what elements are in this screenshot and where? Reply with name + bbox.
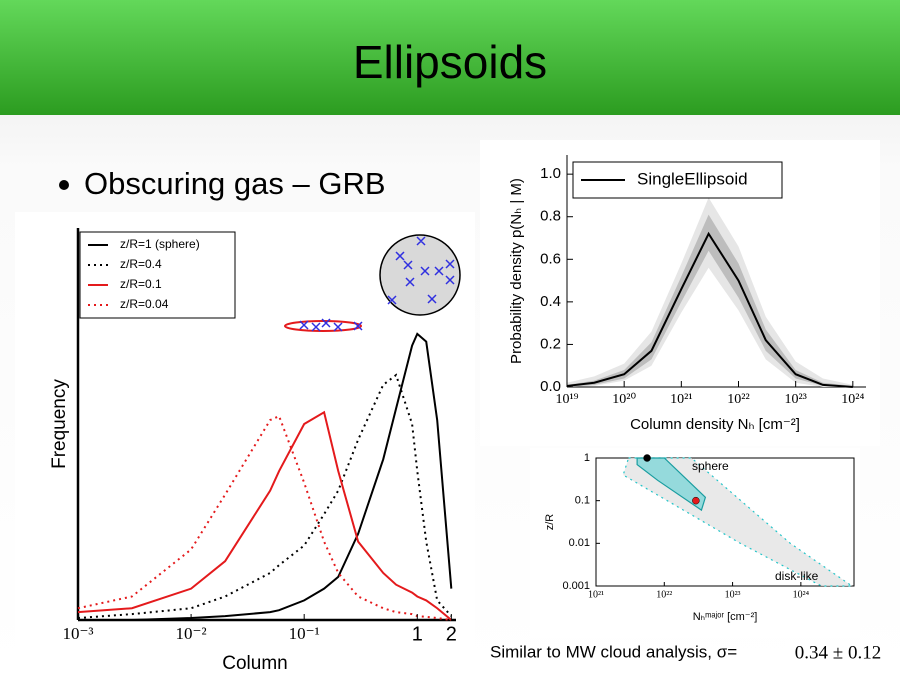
band: [567, 214, 853, 387]
y-tick-label: 0.2: [540, 335, 561, 352]
x-tick-label: 10²⁰: [612, 392, 636, 407]
x-tick-label: 10²²: [727, 392, 749, 407]
series-line: [78, 332, 453, 621]
x-tick-label: 10²¹: [588, 589, 604, 600]
math-box: [786, 640, 890, 666]
x-tick-label: 10⁻¹: [289, 624, 320, 643]
point: [692, 496, 700, 505]
slide-title: Ellipsoids: [353, 36, 547, 88]
series-line: [77, 410, 452, 621]
y-tick-label: 0.6: [540, 250, 561, 267]
y-tick-label: 0.4: [540, 293, 561, 310]
header-bar: [0, 0, 900, 115]
plot-frame: [595, 457, 855, 587]
x-tick-label: 10²⁴: [841, 392, 864, 407]
caption-value: 0.34 ± 0.12: [795, 642, 881, 663]
x-tick-label: 10²²: [656, 589, 672, 600]
x-tick-label: 1: [412, 624, 423, 646]
x-axis-label: Nₕᵐᵃʲᵒʳ [cm⁻²]: [693, 611, 758, 623]
series-line: [566, 231, 853, 388]
y-tick-label: 1.0: [540, 165, 561, 182]
x-tick-label: 10⁻²: [176, 624, 207, 643]
y-tick-label: 0.0: [540, 378, 561, 395]
x-axis-label: Column density Nₕ [cm⁻²]: [630, 416, 800, 433]
x-tick-label: 10²³: [784, 392, 806, 407]
ellipse-inset: [284, 318, 363, 332]
bullet-text: Obscuring gas – GRB: [84, 166, 386, 201]
legend-label: z/R=0.1: [120, 277, 162, 291]
x-tick-label: 10²⁴: [793, 589, 810, 600]
annotation: sphere: [692, 459, 729, 473]
x-tick-label: 10¹⁹: [555, 392, 578, 407]
x-tick-label: 10²³: [725, 589, 741, 600]
legend-label: SingleEllipsoid: [637, 169, 748, 188]
caption-text: Similar to MW cloud analysis, σ=: [490, 642, 737, 661]
legend-box: [79, 231, 236, 319]
x-axis-label: Column: [222, 653, 287, 674]
legend-label: z/R=0.04: [120, 297, 169, 311]
sphere-inset: [379, 234, 461, 316]
bullet-dot: [59, 180, 69, 190]
y-axis-label: Frequency: [49, 379, 70, 469]
y-tick-label: 0.01: [569, 537, 590, 549]
point: [643, 454, 651, 462]
x-tick-label: 10⁻³: [62, 624, 93, 643]
contour: [636, 457, 707, 512]
y-axis-label: z/R: [544, 514, 556, 531]
legend-label: z/R=0.4: [120, 257, 162, 271]
y-tick-label: 0.001: [562, 580, 590, 592]
y-tick-label: 1: [584, 452, 590, 464]
legend-label: z/R=1 (sphere): [120, 237, 200, 251]
y-tick-label: 0.8: [540, 208, 561, 225]
y-tick-label: 0.1: [575, 495, 590, 507]
x-tick-label: 10²¹: [670, 392, 692, 407]
x-tick-label: 2: [446, 624, 457, 646]
y-axis-label: Probability density p(Nₕ | M): [508, 178, 525, 364]
annotation: disk-like: [775, 569, 819, 583]
